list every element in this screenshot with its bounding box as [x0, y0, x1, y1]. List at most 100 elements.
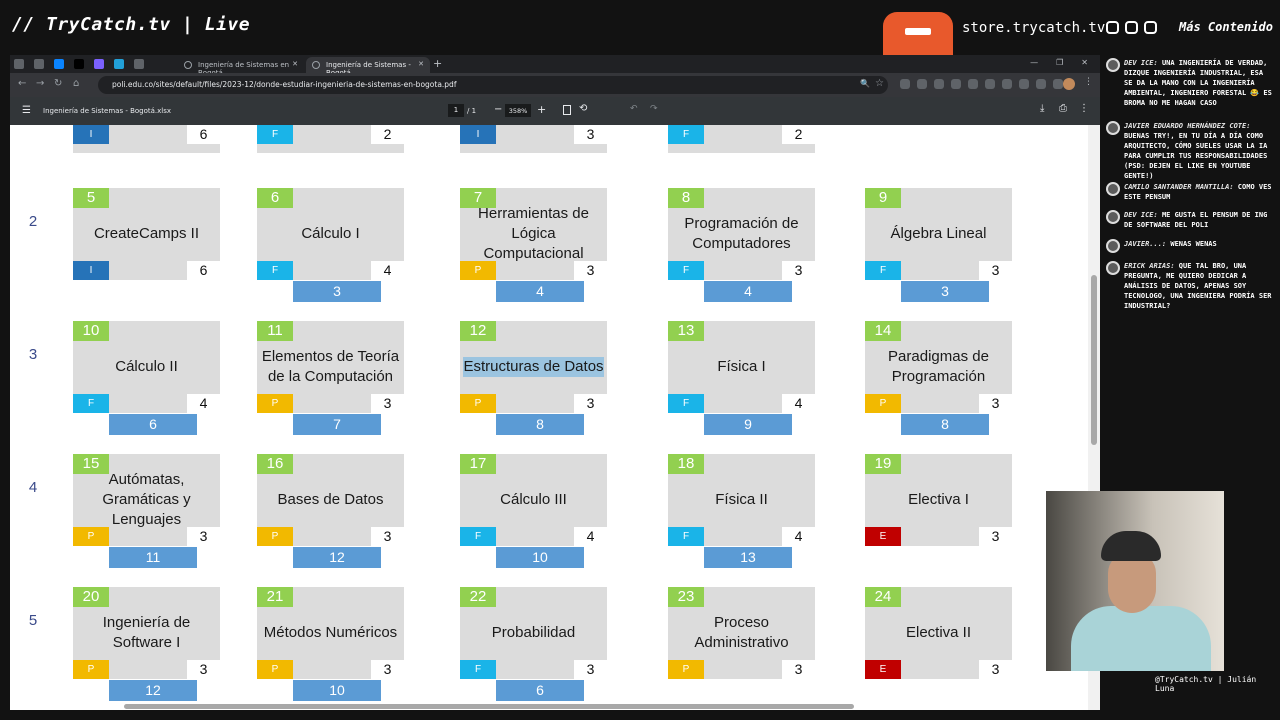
webcam-feed — [1046, 491, 1224, 671]
course-card[interactable]: BásicasF2 — [257, 125, 404, 161]
extensions-puzzle-icon[interactable] — [1053, 79, 1063, 89]
zoom-in-button[interactable]: + — [537, 103, 547, 116]
course-card[interactable]: 17 Cálculo III F 4 10 — [460, 454, 607, 568]
course-card[interactable]: 19 Electiva I E 3 — [865, 454, 1012, 568]
profile-avatar[interactable] — [1063, 78, 1075, 90]
scroll-thumb[interactable] — [1091, 275, 1097, 445]
course-card[interactable]: 9 Álgebra Lineal F 3 3 — [865, 188, 1012, 302]
redo-icon[interactable]: ↷ — [650, 104, 658, 114]
home-icon[interactable]: ⌂ — [73, 78, 80, 89]
close-window-icon[interactable]: ✕ — [1081, 58, 1088, 67]
course-number: 10 — [73, 321, 109, 341]
page-number-input[interactable]: 1 — [448, 104, 464, 117]
course-card[interactable]: 5 CreateCamps II I 6 — [73, 188, 220, 302]
scroll-thumb[interactable] — [124, 704, 854, 709]
course-card[interactable]: 22 Probabilidad F 3 6 — [460, 587, 607, 701]
hamburger-menu-icon[interactable]: ☰ — [22, 105, 31, 116]
course-card[interactable]: 15 Autómatas, Gramáticas y Lenguajes P 3 11 — [73, 454, 220, 568]
stream-title: // TryCatch.tv | Live — [12, 14, 251, 35]
course-type-badge: P — [257, 660, 293, 679]
course-name: Electiva I — [865, 473, 1012, 527]
forward-icon[interactable]: → — [36, 78, 45, 89]
pinned-tab[interactable] — [134, 59, 144, 69]
course-card[interactable]: 7 Herramientas de Lógica Computacional P 3 4 — [460, 188, 607, 302]
horizontal-scrollbar[interactable] — [10, 702, 1088, 710]
fit-page-icon[interactable] — [563, 105, 571, 115]
course-name-text: Autómatas, Gramáticas y Lenguajes — [102, 471, 191, 528]
course-card[interactable]: 16 Bases de Datos P 3 12 — [257, 454, 404, 568]
course-number: 24 — [865, 587, 901, 607]
zoom-out-button[interactable]: − — [494, 104, 503, 115]
restore-icon[interactable]: ❐ — [1056, 58, 1064, 67]
zoom-icon[interactable]: 🔍 — [860, 79, 870, 88]
course-number: 21 — [257, 587, 293, 607]
social-icons — [1106, 21, 1157, 34]
rotate-icon[interactable]: ⟲ — [579, 103, 588, 114]
close-icon[interactable]: ✕ — [418, 60, 424, 68]
course-card[interactable]: 10 Cálculo II F 4 6 — [73, 321, 220, 435]
pinned-tab[interactable] — [74, 59, 84, 69]
tab-poli-page[interactable]: Ingeniería de Sistemas en Bogotá ✕ — [178, 57, 304, 77]
zoom-level-input[interactable]: 358% — [505, 104, 531, 117]
reload-icon[interactable]: ↻ — [54, 78, 63, 89]
semester-label: 4 — [28, 479, 38, 496]
course-name: Paradigmas de Programación — [865, 340, 1012, 394]
browser-menu-icon[interactable]: ⋮ — [1084, 77, 1093, 87]
chat-message: DEV ICE: ME GUSTA EL PENSUM DE ING DE SO… — [1106, 210, 1272, 230]
pinned-tab[interactable] — [94, 59, 104, 69]
course-name: Física I — [668, 340, 815, 394]
bookmark-star-icon[interactable]: ☆ — [875, 78, 884, 89]
chat-body: WENAS WENAS — [1170, 240, 1217, 248]
pinned-tab[interactable] — [114, 59, 124, 69]
course-card[interactable]: 18 Física II F 4 13 — [668, 454, 815, 568]
minimize-icon[interactable]: — — [1030, 58, 1039, 67]
pdf-title: Ingeniería de Sistemas - Bogotá.xlsx — [43, 107, 172, 115]
chat-text: DEV ICE: UNA INGENIERÍA DE VERDAD, DIZQU… — [1124, 58, 1272, 108]
pinned-tab[interactable] — [54, 59, 64, 69]
extension-icon[interactable] — [968, 79, 978, 89]
course-card[interactable]: 21 Métodos Numéricos P 3 10 — [257, 587, 404, 701]
extension-icon[interactable] — [951, 79, 961, 89]
back-icon[interactable]: ← — [18, 78, 27, 89]
course-card[interactable]: 20 Ingeniería de Software I P 3 12 — [73, 587, 220, 701]
tab-pdf[interactable]: Ingeniería de Sistemas - Bogotá ✕ — [306, 57, 430, 77]
download-icon[interactable] — [1036, 79, 1046, 89]
course-card[interactable]: 14 Paradigmas de Programación P 3 8 — [865, 321, 1012, 435]
address-bar[interactable]: poli.edu.co/sites/default/files/2023-12/… — [98, 76, 888, 94]
course-type-badge: P — [257, 527, 293, 546]
extension-icon[interactable] — [1002, 79, 1012, 89]
extension-icon[interactable] — [934, 79, 944, 89]
course-name-text: Cálculo III — [500, 491, 567, 508]
course-prerequisite: 4 — [496, 281, 584, 302]
pdf-download-icon[interactable]: ⤓ — [1040, 103, 1045, 114]
extension-icon[interactable] — [985, 79, 995, 89]
undo-icon[interactable]: ↶ — [630, 104, 638, 114]
pinned-tab[interactable] — [34, 59, 44, 69]
pdf-more-icon[interactable]: ⋮ — [1079, 103, 1089, 114]
favicon-icon — [184, 61, 192, 69]
print-icon[interactable]: ⎙ — [1059, 103, 1067, 114]
course-name-text: Elementos de Teoría de la Computación — [261, 348, 400, 385]
course-card[interactable]: 8 Programación de Computadores F 3 4 — [668, 188, 815, 302]
tab-search-icon[interactable] — [14, 59, 24, 69]
extension-icon[interactable] — [917, 79, 927, 89]
course-card[interactable]: 24 Electiva II E 3 — [865, 587, 1012, 701]
chat-username: DEV ICE: — [1124, 59, 1158, 67]
extension-icon[interactable] — [1019, 79, 1029, 89]
extension-icon[interactable] — [900, 79, 910, 89]
new-tab-button[interactable]: + — [433, 57, 443, 70]
course-number: 23 — [668, 587, 704, 607]
course-type-badge: P — [73, 527, 109, 546]
course-card[interactable]: 11 Elementos de Teoría de la Computación P… — [257, 321, 404, 435]
course-card[interactable]: 12 Estructuras de Datos P 3 8 — [460, 321, 607, 435]
close-icon[interactable]: ✕ — [292, 60, 298, 68]
course-type-badge: F — [73, 394, 109, 413]
course-card[interactable]: 23 Proceso Administrativo P 3 — [668, 587, 815, 701]
course-type-badge: F — [460, 527, 496, 546]
url-text[interactable]: poli.edu.co/sites/default/files/2023-12/… — [112, 80, 457, 89]
